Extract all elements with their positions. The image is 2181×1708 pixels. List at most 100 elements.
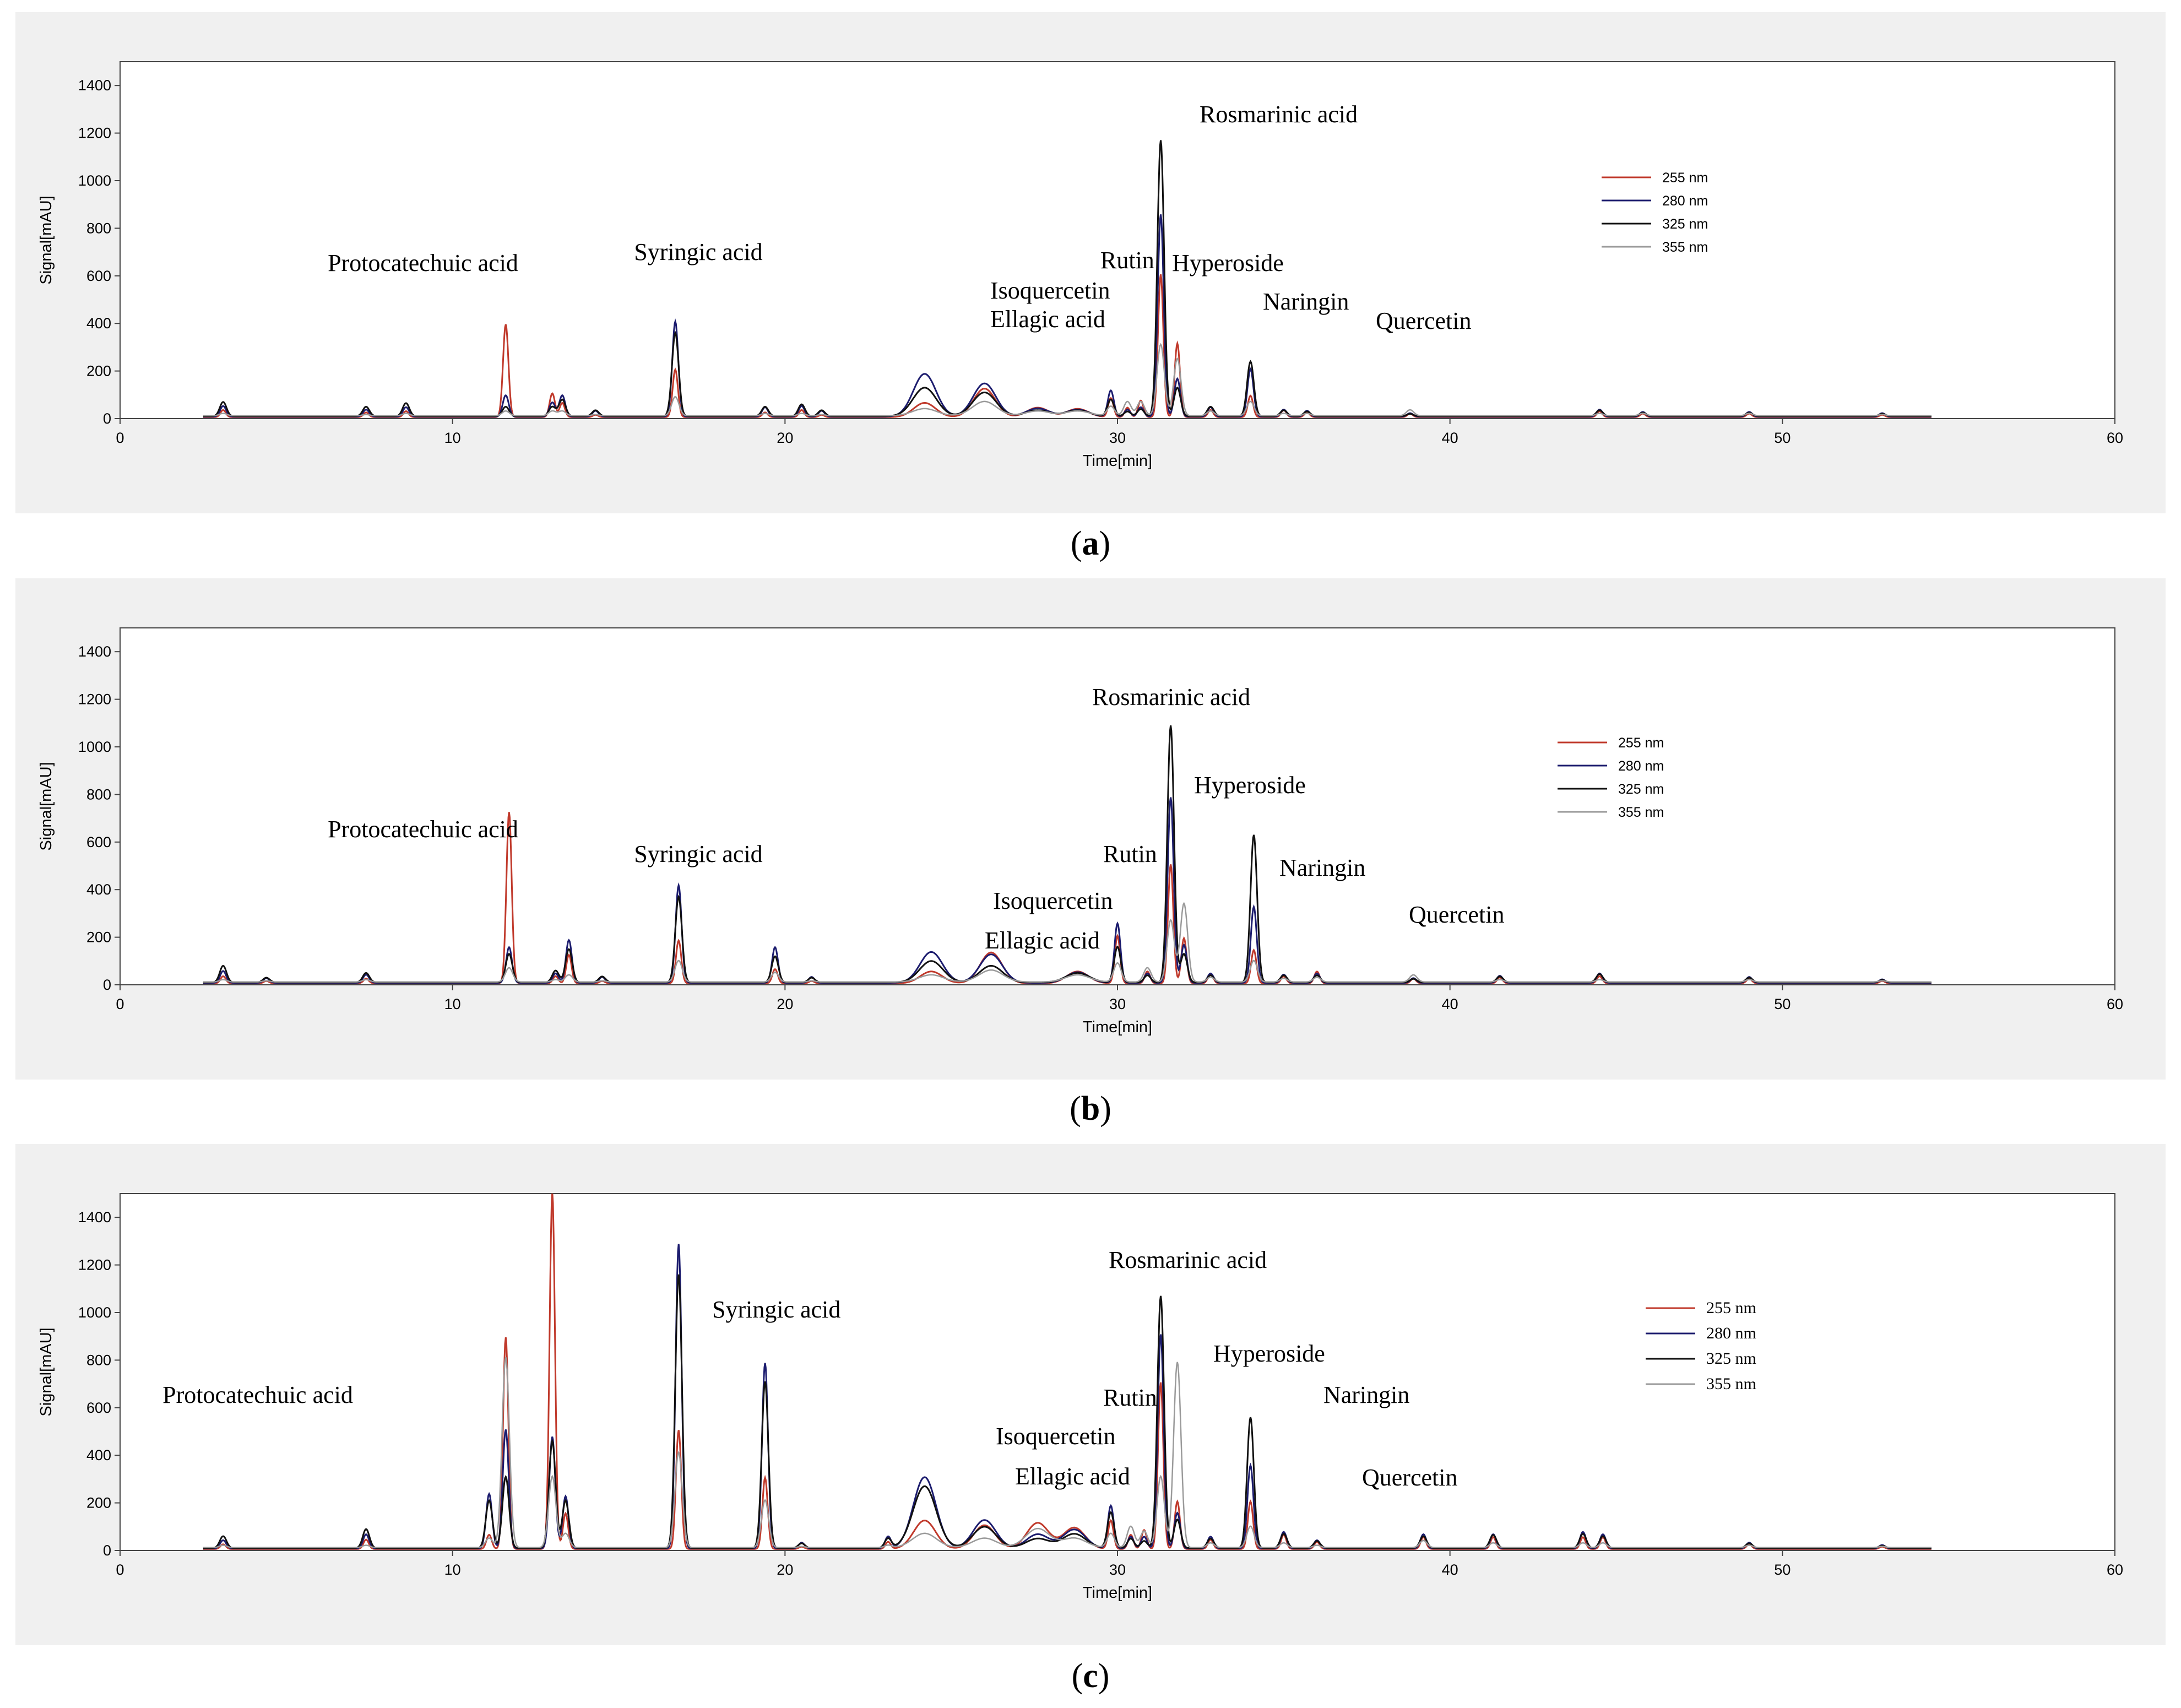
- chromatogram-c: 0 200 400 600 800 1000 1200 1400 0 10 20 30 40 50 60 Ti…: [37, 1193, 2123, 1602]
- peak-annotation: Isoquercetin: [993, 887, 1113, 914]
- y-tick-label: 400: [86, 315, 111, 332]
- y-tick-label: 1200: [78, 1257, 111, 1273]
- x-tick-label: 0: [116, 1561, 124, 1578]
- caption-b: (b): [1070, 1090, 1111, 1127]
- y-tick-label: 800: [86, 786, 111, 803]
- y-tick-label: 1000: [78, 172, 111, 189]
- peak-annotation: Syringic acid: [712, 1296, 840, 1323]
- y-tick-label: 1400: [78, 77, 111, 94]
- y-tick-label: 400: [86, 881, 111, 898]
- chart-panel-c: 0 200 400 600 800 1000 1200 1400 0 10 20 30 40 50 60 Ti…: [15, 1144, 2166, 1645]
- peak-annotation: Ellagic acid: [990, 306, 1105, 333]
- y-tick-label: 400: [86, 1447, 111, 1463]
- x-tick-label: 10: [444, 430, 461, 446]
- x-tick-label: 20: [777, 996, 793, 1012]
- x-tick-label: 10: [444, 996, 461, 1012]
- y-tick-label: 0: [103, 977, 111, 993]
- caption-a-letter: a: [1082, 525, 1099, 562]
- y-tick-label: 800: [86, 1352, 111, 1368]
- y-axis-label: Signal[mAU]: [37, 196, 55, 284]
- caption-c-letter: c: [1083, 1657, 1098, 1695]
- y-tick-label: 0: [103, 410, 111, 427]
- peak-annotation: Ellagic acid: [985, 927, 1100, 954]
- legend-entry: 325 nm: [1706, 1349, 1756, 1368]
- chart-panel-a: 0 200 400 600 800 1000 1200 1400 0 10 20 30 40 50 60 Ti…: [15, 12, 2166, 513]
- legend-entry: 355 nm: [1662, 240, 1708, 255]
- y-tick-label: 200: [86, 1495, 111, 1511]
- x-tick-label: 0: [116, 996, 124, 1012]
- peak-annotation: Rutin: [1103, 1384, 1157, 1411]
- x-tick-label: 30: [1109, 430, 1126, 446]
- y-tick-label: 1000: [78, 739, 111, 755]
- peak-annotation: Protocatechuic acid: [162, 1381, 353, 1408]
- x-tick-label: 60: [2107, 1561, 2123, 1578]
- caption-a: (a): [1070, 525, 1111, 562]
- chromatogram-b: 0 200 400 600 800 1000 1200 1400 0 10 20 30 40 50 60 Ti…: [37, 627, 2123, 1036]
- peak-annotation: Naringin: [1279, 854, 1365, 881]
- x-tick-label: 40: [1442, 430, 1458, 446]
- peak-annotation: Isoquercetin: [996, 1423, 1115, 1450]
- peak-annotation: Quercetin: [1409, 901, 1504, 928]
- y-tick-label: 600: [86, 268, 111, 284]
- legend-entry: 280 nm: [1662, 193, 1708, 209]
- x-tick-label: 30: [1109, 996, 1126, 1012]
- x-axis-label: Time[min]: [1083, 1584, 1152, 1602]
- legend-entry: 255 nm: [1662, 170, 1708, 186]
- x-tick-label: 40: [1442, 1561, 1458, 1578]
- peak-annotation: Rosmarinic acid: [1109, 1246, 1267, 1273]
- plot-area: [120, 61, 2115, 419]
- x-tick-label: 50: [1774, 996, 1791, 1012]
- y-axis-label: Signal[mAU]: [37, 762, 55, 850]
- caption-c: (c): [1071, 1657, 1110, 1695]
- y-axis-label: Signal[mAU]: [37, 1327, 55, 1416]
- peak-annotation: Isoquercetin: [990, 277, 1110, 304]
- peak-annotation: Protocatechuic acid: [328, 816, 518, 843]
- series-line-355nm: [203, 343, 1932, 417]
- legend-entry: 280 nm: [1618, 758, 1664, 774]
- y-tick-label: 1200: [78, 691, 111, 708]
- y-tick-label: 200: [86, 363, 111, 379]
- legend-entry: 255 nm: [1618, 735, 1664, 751]
- legend-entry: 280 nm: [1706, 1324, 1756, 1342]
- peak-annotation: Ellagic acid: [1015, 1463, 1130, 1490]
- y-tick-label: 600: [86, 1400, 111, 1416]
- y-tick-label: 800: [86, 220, 111, 236]
- legend-entry: 355 nm: [1618, 805, 1664, 820]
- y-tick-label: 0: [103, 1542, 111, 1559]
- legend-entry: 325 nm: [1618, 782, 1664, 797]
- peak-annotation: Hyperoside: [1172, 250, 1284, 276]
- peak-annotation: Rosmarinic acid: [1092, 684, 1250, 711]
- y-tick-label: 1400: [78, 1209, 111, 1226]
- series-line-355nm: [203, 902, 1932, 983]
- peak-annotation: Hyperoside: [1194, 772, 1306, 799]
- x-tick-label: 40: [1442, 996, 1458, 1012]
- y-tick-label: 1200: [78, 125, 111, 142]
- legend-entry: 325 nm: [1662, 216, 1708, 232]
- x-tick-label: 50: [1774, 430, 1791, 446]
- y-tick-label: 1000: [78, 1304, 111, 1321]
- series-line-355nm: [203, 1357, 1932, 1549]
- plot-area: [120, 627, 2115, 985]
- x-tick-label: 50: [1774, 1561, 1791, 1578]
- plot-area: [120, 1193, 2115, 1551]
- chromatogram-a: 0 200 400 600 800 1000 1200 1400 0 10 20 30 40 50 60 Ti…: [37, 61, 2123, 470]
- y-tick-label: 200: [86, 929, 111, 946]
- peak-annotation: Hyperoside: [1213, 1340, 1325, 1367]
- peak-annotation: Syringic acid: [634, 841, 762, 867]
- x-tick-label: 60: [2107, 996, 2123, 1012]
- x-axis-label: Time[min]: [1083, 1018, 1152, 1036]
- x-tick-label: 10: [444, 1561, 461, 1578]
- y-tick-label: 1400: [78, 643, 111, 660]
- chart-panel-b: 0 200 400 600 800 1000 1200 1400 0 10 20 30 40 50 60 Ti…: [15, 578, 2166, 1080]
- peak-annotation: Naringin: [1323, 1381, 1409, 1408]
- x-tick-label: 20: [777, 1561, 793, 1578]
- peak-annotation: Rutin: [1100, 247, 1154, 274]
- legend-entry: 255 nm: [1706, 1299, 1756, 1317]
- caption-b-letter: b: [1081, 1090, 1100, 1127]
- x-tick-label: 20: [777, 430, 793, 446]
- peak-annotation: Rutin: [1103, 841, 1157, 867]
- x-axis-label: Time[min]: [1083, 452, 1152, 470]
- x-tick-label: 0: [116, 430, 124, 446]
- x-tick-label: 30: [1109, 1561, 1126, 1578]
- legend-entry: 355 nm: [1706, 1375, 1756, 1393]
